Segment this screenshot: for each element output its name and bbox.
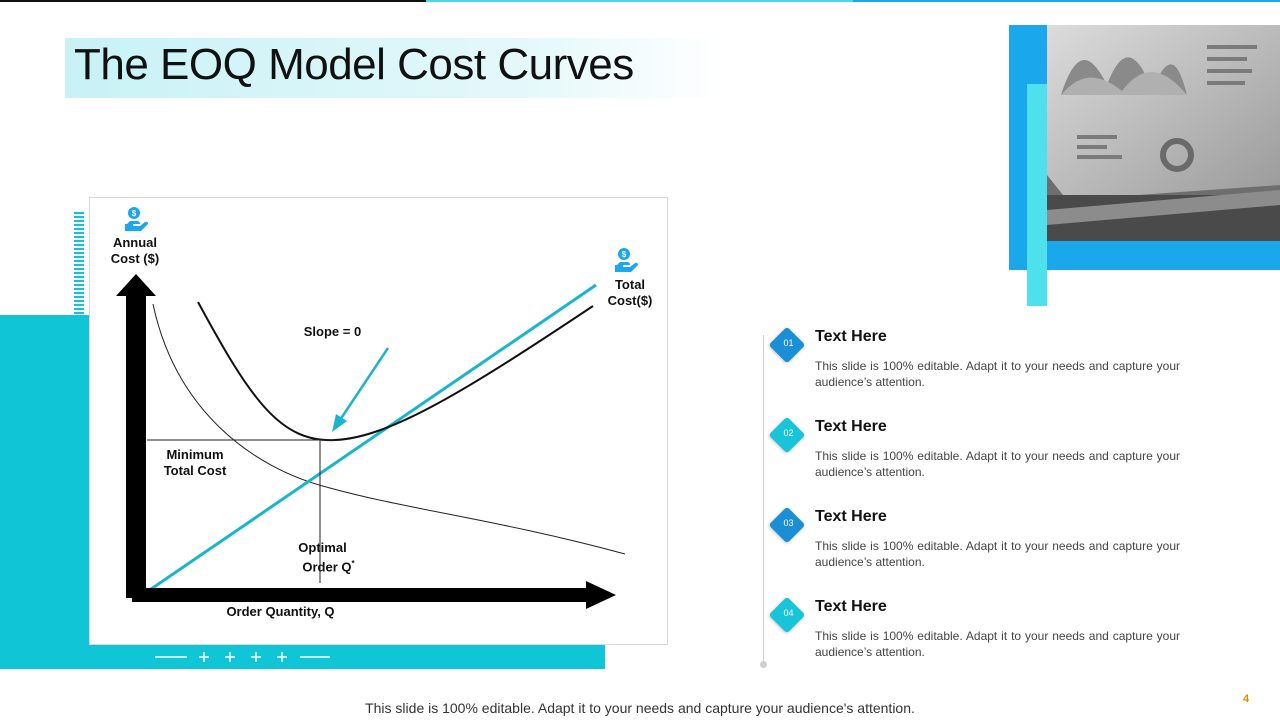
item-title: Text Here bbox=[815, 418, 887, 435]
optimal-order-label: Optimal Order Q* bbox=[298, 540, 355, 575]
eoq-diagram-canvas: $ bbox=[116, 207, 638, 609]
hand-dollar-icon bbox=[612, 248, 638, 272]
footer-text: This slide is 100% editable. Adapt it to… bbox=[365, 700, 915, 716]
timeline-end-dot bbox=[760, 661, 767, 668]
badge-number: 03 bbox=[783, 518, 794, 528]
total-cost-curve bbox=[197, 301, 594, 442]
x-axis-arrow bbox=[586, 581, 616, 609]
item-text: This slide is 100% editable. Adapt it to… bbox=[815, 449, 1180, 479]
top-bar-dark bbox=[0, 0, 426, 2]
decorative-plus-strip bbox=[155, 652, 330, 662]
total-cost-label: Total Cost($) bbox=[607, 277, 653, 308]
badge-number: 04 bbox=[783, 608, 794, 618]
holding-ordering-cost-curve bbox=[152, 303, 626, 555]
y-axis-arrow bbox=[116, 274, 156, 296]
page-number: 4 bbox=[1243, 693, 1250, 705]
decorative-vertical-rule bbox=[74, 212, 84, 509]
top-bar-teal bbox=[426, 0, 853, 2]
list-item: 01 Text Here This slide is 100% editable… bbox=[768, 326, 1190, 408]
list-item: 03 Text Here This slide is 100% editable… bbox=[768, 506, 1190, 588]
laptop-dashboard-photo bbox=[1047, 25, 1280, 241]
y-axis bbox=[126, 293, 146, 598]
item-text: This slide is 100% editable. Adapt it to… bbox=[815, 359, 1180, 389]
item-title: Text Here bbox=[815, 598, 887, 615]
x-axis-label: Order Quantity, Q bbox=[226, 604, 335, 619]
cost-line-teal bbox=[134, 283, 597, 602]
badge-number: 02 bbox=[783, 428, 794, 438]
photo-accent-bar bbox=[1027, 84, 1047, 306]
item-title: Text Here bbox=[815, 328, 887, 345]
page-title: The EOQ Model Cost Curves bbox=[74, 40, 634, 89]
hand-dollar-icon bbox=[122, 207, 148, 231]
slope-pointer-arrow bbox=[338, 347, 390, 421]
list-item: 04 Text Here This slide is 100% editable… bbox=[768, 596, 1190, 678]
timeline-line bbox=[763, 335, 764, 665]
y-axis-label: Annual Cost ($) bbox=[110, 235, 160, 266]
item-text: This slide is 100% editable. Adapt it to… bbox=[815, 629, 1180, 659]
badge-number: 01 bbox=[783, 338, 794, 348]
slope-arrow-head bbox=[332, 414, 347, 432]
item-text: This slide is 100% editable. Adapt it to… bbox=[815, 539, 1180, 569]
title-band bbox=[65, 38, 720, 98]
item-title: Text Here bbox=[815, 508, 887, 525]
list-item: 02 Text Here This slide is 100% editable… bbox=[768, 416, 1190, 498]
x-axis bbox=[132, 588, 588, 602]
minimum-total-cost-label: Minimum Total Cost bbox=[163, 447, 227, 478]
eoq-diagram: $ Annual Cost ($) Total Cost($) Slope = bbox=[89, 197, 668, 645]
top-bar-blue bbox=[853, 0, 1280, 2]
slope-label: Slope = 0 bbox=[303, 324, 362, 339]
